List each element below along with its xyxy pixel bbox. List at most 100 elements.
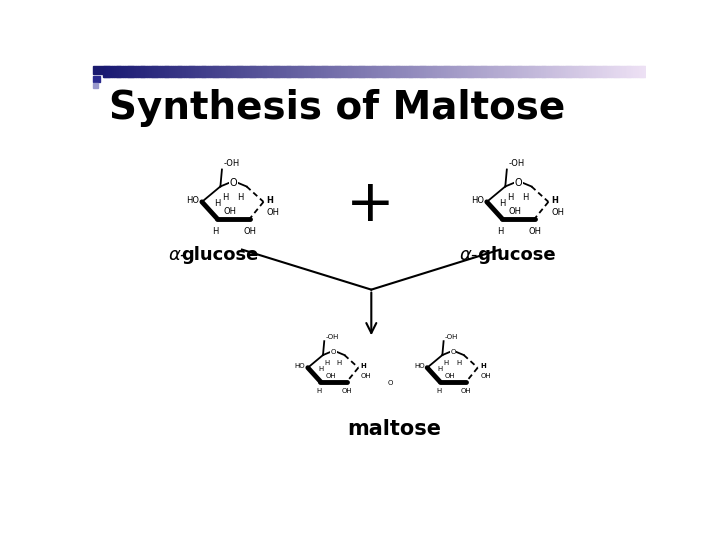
Bar [280,66,282,77]
Bar [245,66,247,77]
Bar [289,66,292,77]
Bar [428,66,430,77]
Text: OH: OH [223,207,236,215]
Bar [346,66,348,77]
Bar [323,66,325,77]
Text: glucose: glucose [181,246,258,264]
Bar [424,66,426,77]
Bar [415,66,417,77]
Bar [467,66,469,77]
Text: H: H [522,193,528,201]
Bar [167,66,169,77]
Bar [636,66,639,77]
Bar [173,66,175,77]
Bar [154,66,156,77]
Text: HO: HO [471,196,484,205]
Text: H: H [507,193,513,201]
Text: H: H [480,363,486,369]
Bar [264,66,266,77]
Bar [616,66,618,77]
Bar [534,66,536,77]
Bar [513,66,515,77]
Bar [524,66,526,77]
Bar [444,66,446,77]
Bar [94,66,102,74]
Bar [217,66,220,77]
Text: -OH: -OH [223,159,240,168]
Text: H: H [222,193,228,201]
Text: OH: OH [445,373,456,379]
Bar [195,66,197,77]
Bar [267,66,269,77]
Text: H: H [318,366,323,372]
Bar [557,66,559,77]
Bar [186,66,188,77]
Bar [482,66,484,77]
Bar [483,66,485,77]
Bar [590,66,593,77]
Bar [134,66,136,77]
Bar [576,66,578,77]
Bar [564,66,567,77]
Bar [258,66,260,77]
Bar [282,66,284,77]
Text: H: H [436,388,441,394]
Bar [330,66,332,77]
Text: OH: OH [528,226,541,235]
Bar [435,66,438,77]
Text: OH: OH [461,388,472,394]
Bar [485,66,487,77]
Bar [235,66,238,77]
Bar [635,66,637,77]
Bar [423,66,425,77]
Bar [639,66,641,77]
Bar [465,66,467,77]
Bar [108,66,110,77]
Bar [446,66,449,77]
Text: α-: α- [168,246,187,264]
Bar [398,66,400,77]
Bar [149,66,151,77]
Text: HO: HO [414,363,425,369]
Bar [354,66,356,77]
Bar [572,66,575,77]
Bar [201,66,203,77]
Bar [629,66,631,77]
Bar [361,66,364,77]
Bar [511,66,513,77]
Bar [315,66,318,77]
Bar [402,66,404,77]
Bar [222,66,225,77]
Bar [261,66,264,77]
Bar [620,66,622,77]
Bar [644,66,647,77]
Bar [271,66,273,77]
Bar [376,66,378,77]
Bar [478,66,480,77]
Bar [652,66,654,77]
Bar [197,66,199,77]
Bar [627,66,630,77]
Bar [618,66,621,77]
Bar [606,66,608,77]
Bar [179,66,181,77]
Bar [189,66,192,77]
Bar [389,66,391,77]
Bar [585,66,587,77]
Bar [156,66,158,77]
Bar [600,66,602,77]
Text: -OH: -OH [508,159,525,168]
Text: -OH: -OH [445,334,458,340]
Text: O: O [387,380,393,386]
Bar [188,66,190,77]
Bar [487,66,489,77]
Text: OH: OH [552,208,564,217]
Bar [199,66,201,77]
Text: OH: OH [266,208,279,217]
Bar [448,66,451,77]
Bar [577,66,580,77]
Text: H: H [499,199,505,208]
Bar [212,66,214,77]
Bar [114,66,116,77]
Bar [420,66,423,77]
